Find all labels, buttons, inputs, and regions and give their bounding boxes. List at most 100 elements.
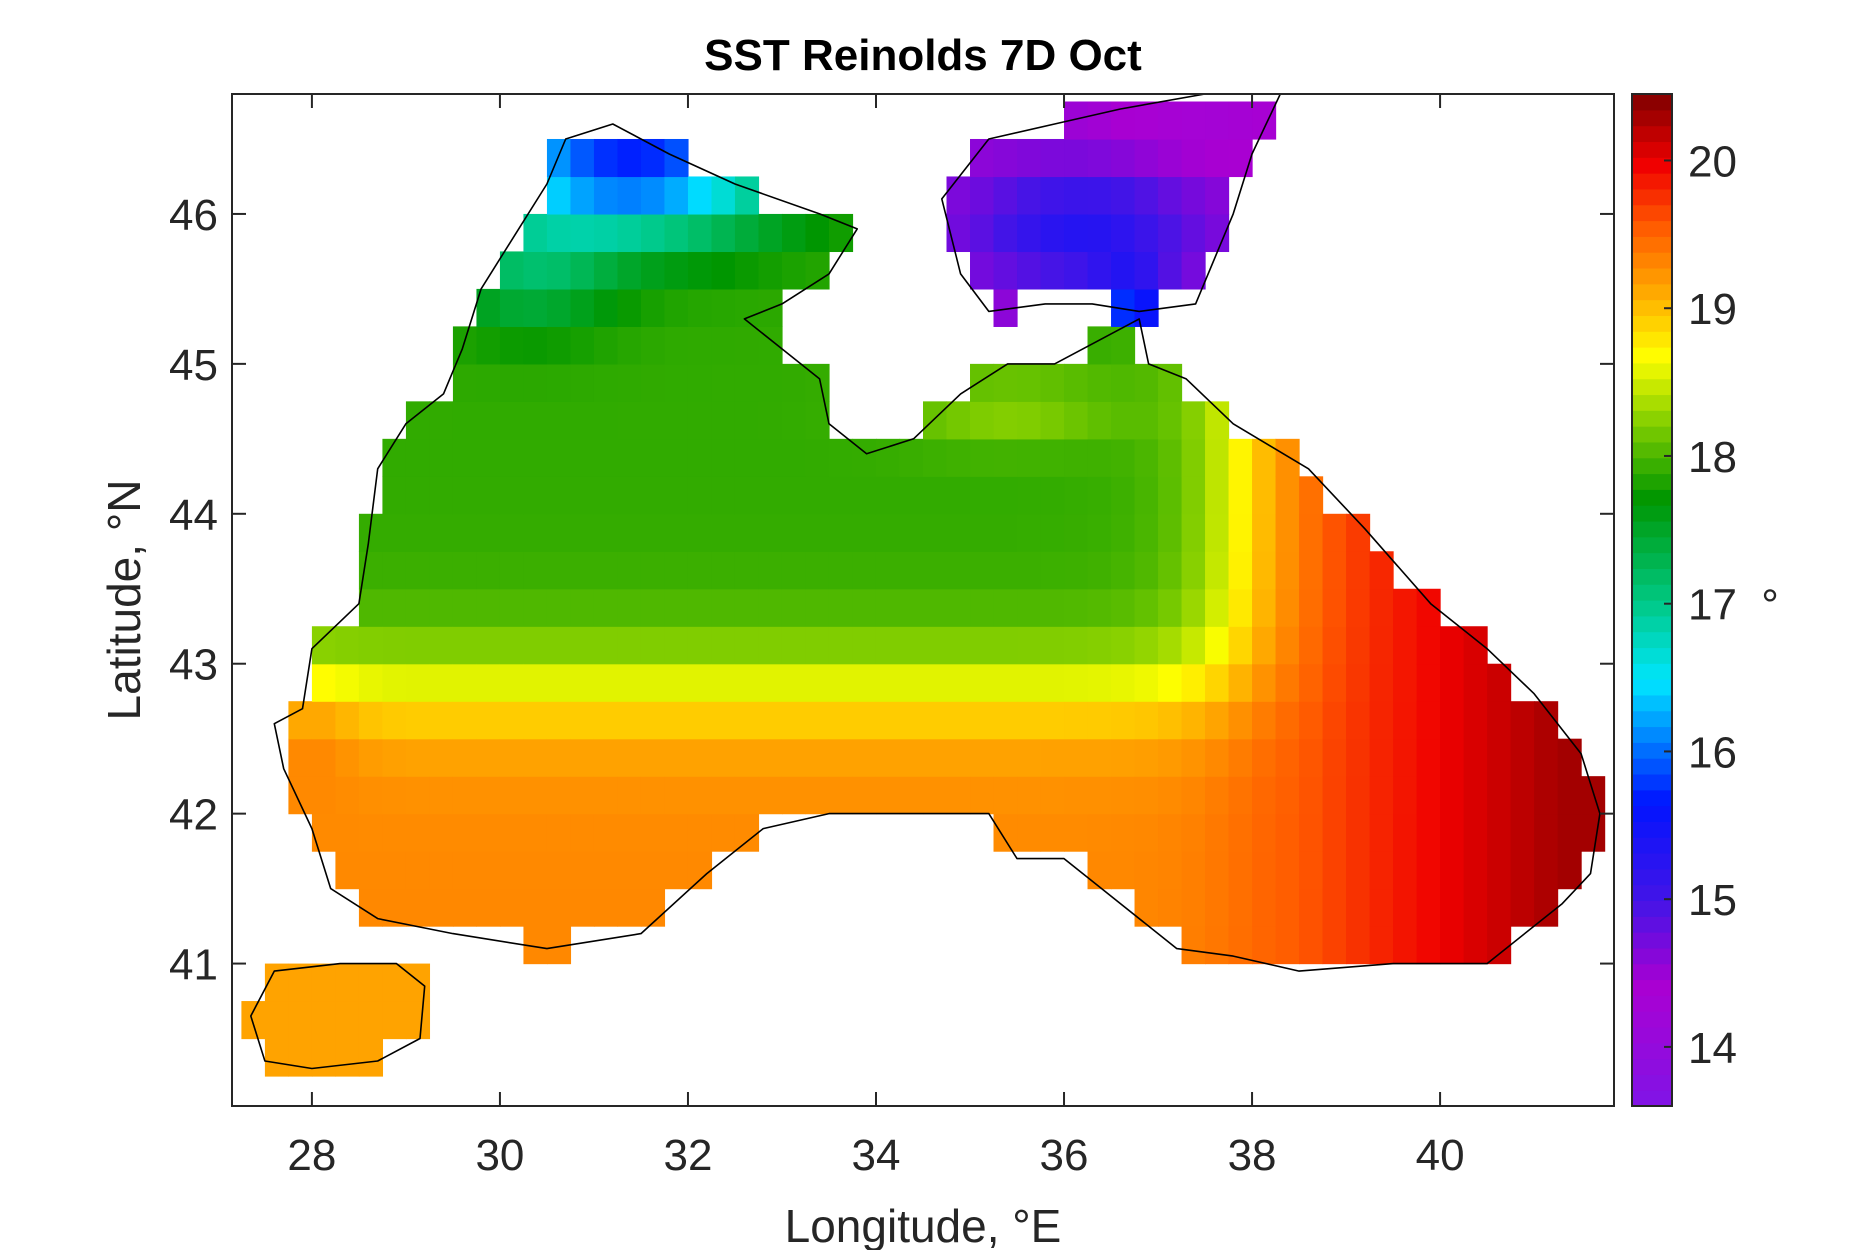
heatmap-cell <box>664 701 689 740</box>
heatmap-cell <box>758 438 783 477</box>
heatmap-cell <box>382 551 407 590</box>
heatmap-cell <box>382 851 407 890</box>
heatmap-cell <box>499 813 525 852</box>
heatmap-cell <box>1017 663 1042 702</box>
heatmap-cell <box>1275 776 1300 815</box>
colorbar-segment <box>1632 568 1672 585</box>
heatmap-cell <box>1017 476 1042 515</box>
heatmap-cell <box>781 401 807 440</box>
heatmap-cell <box>875 476 901 515</box>
heatmap-cell <box>1087 626 1112 665</box>
heatmap-cell <box>382 663 407 702</box>
colorbar-segment <box>1632 441 1672 459</box>
heatmap-cell <box>946 401 971 440</box>
heatmap-cell <box>1440 663 1465 702</box>
heatmap-cell <box>335 776 360 815</box>
heatmap-cell <box>1158 251 1183 290</box>
heatmap-cell <box>1134 738 1159 777</box>
heatmap-cell <box>1181 701 1206 740</box>
heatmap-cell <box>1087 513 1112 552</box>
heatmap-cell <box>335 663 360 702</box>
heatmap-cell <box>1134 663 1159 702</box>
heatmap-cell <box>1275 513 1300 552</box>
heatmap-cell <box>288 1038 313 1077</box>
heatmap-cell <box>1416 776 1441 815</box>
heatmap-cell <box>1134 813 1159 852</box>
heatmap-cell <box>946 663 971 702</box>
heatmap-cell <box>1393 738 1418 777</box>
heatmap-cell <box>358 663 384 702</box>
heatmap-cell <box>1158 101 1183 140</box>
heatmap-cell <box>1111 363 1136 402</box>
heatmap-cell <box>875 738 901 777</box>
heatmap-cell <box>852 738 877 777</box>
heatmap-cell <box>664 176 689 215</box>
heatmap-cell <box>499 738 525 777</box>
heatmap-cell <box>970 588 995 627</box>
colorbar-segment <box>1632 109 1672 127</box>
heatmap-cell <box>1252 663 1277 702</box>
heatmap-cell <box>1416 926 1441 965</box>
heatmap-cell <box>1487 851 1512 890</box>
heatmap-cell <box>288 963 313 1002</box>
heatmap-cell <box>1252 551 1277 590</box>
heatmap-cell <box>923 663 948 702</box>
heatmap-cell <box>429 813 454 852</box>
heatmap-cell <box>828 213 854 253</box>
heatmap-cell <box>923 588 948 627</box>
heatmap-cell <box>734 626 760 665</box>
heatmap-cell <box>593 626 619 665</box>
heatmap-cell <box>923 701 948 740</box>
heatmap-cell <box>923 626 948 665</box>
heatmap-cell <box>617 588 642 627</box>
heatmap-cell <box>899 551 924 590</box>
heatmap-cell <box>1134 251 1159 290</box>
heatmap-cell <box>1134 438 1159 477</box>
heatmap-cell <box>828 588 854 627</box>
heatmap-cell <box>1205 776 1230 815</box>
heatmap-cell <box>758 663 783 702</box>
heatmap-cell <box>1228 513 1253 552</box>
heatmap-cell <box>499 326 525 365</box>
heatmap-cell <box>523 813 548 852</box>
heatmap-cell <box>1299 626 1324 665</box>
heatmap-cell <box>1299 701 1324 740</box>
heatmap-cell <box>1252 776 1277 815</box>
colorbar-segment <box>1632 94 1672 111</box>
heatmap-cell <box>852 476 877 515</box>
heatmap-cell <box>640 213 666 253</box>
heatmap-cell <box>570 438 595 477</box>
heatmap-cell <box>1017 551 1042 590</box>
heatmap-cell <box>1087 476 1112 515</box>
heatmap-cell <box>335 701 360 740</box>
heatmap-cell <box>593 213 619 253</box>
heatmap-cell <box>1228 888 1253 927</box>
heatmap-cell <box>1040 476 1065 515</box>
colorbar-segment <box>1632 916 1672 933</box>
heatmap-cell <box>382 626 407 665</box>
heatmap-cell <box>1322 888 1347 927</box>
heatmap-cell <box>1111 851 1136 890</box>
heatmap-cell <box>1228 476 1253 515</box>
heatmap-cell <box>499 663 525 702</box>
heatmap-cell <box>405 476 431 515</box>
heatmap-cell <box>758 363 783 402</box>
heatmap-cell <box>805 701 830 740</box>
heatmap-cell <box>1440 701 1465 740</box>
heatmap-cell <box>687 176 713 215</box>
heatmap-cell <box>1346 701 1371 740</box>
heatmap-cell <box>241 1001 266 1040</box>
colorbar-segment <box>1632 283 1672 301</box>
heatmap-cell <box>476 851 501 890</box>
heatmap-cell <box>664 813 689 852</box>
heatmap-cell <box>429 551 454 590</box>
colorbar-segment <box>1632 600 1672 617</box>
heatmap-cell <box>382 776 407 815</box>
heatmap-cell <box>1064 438 1089 477</box>
heatmap-cell <box>1017 813 1042 852</box>
heatmap-cell <box>358 701 384 740</box>
heatmap-cell <box>476 813 501 852</box>
heatmap-cell <box>1134 626 1159 665</box>
heatmap-cell <box>1064 176 1089 215</box>
heatmap-cell <box>1275 551 1300 590</box>
